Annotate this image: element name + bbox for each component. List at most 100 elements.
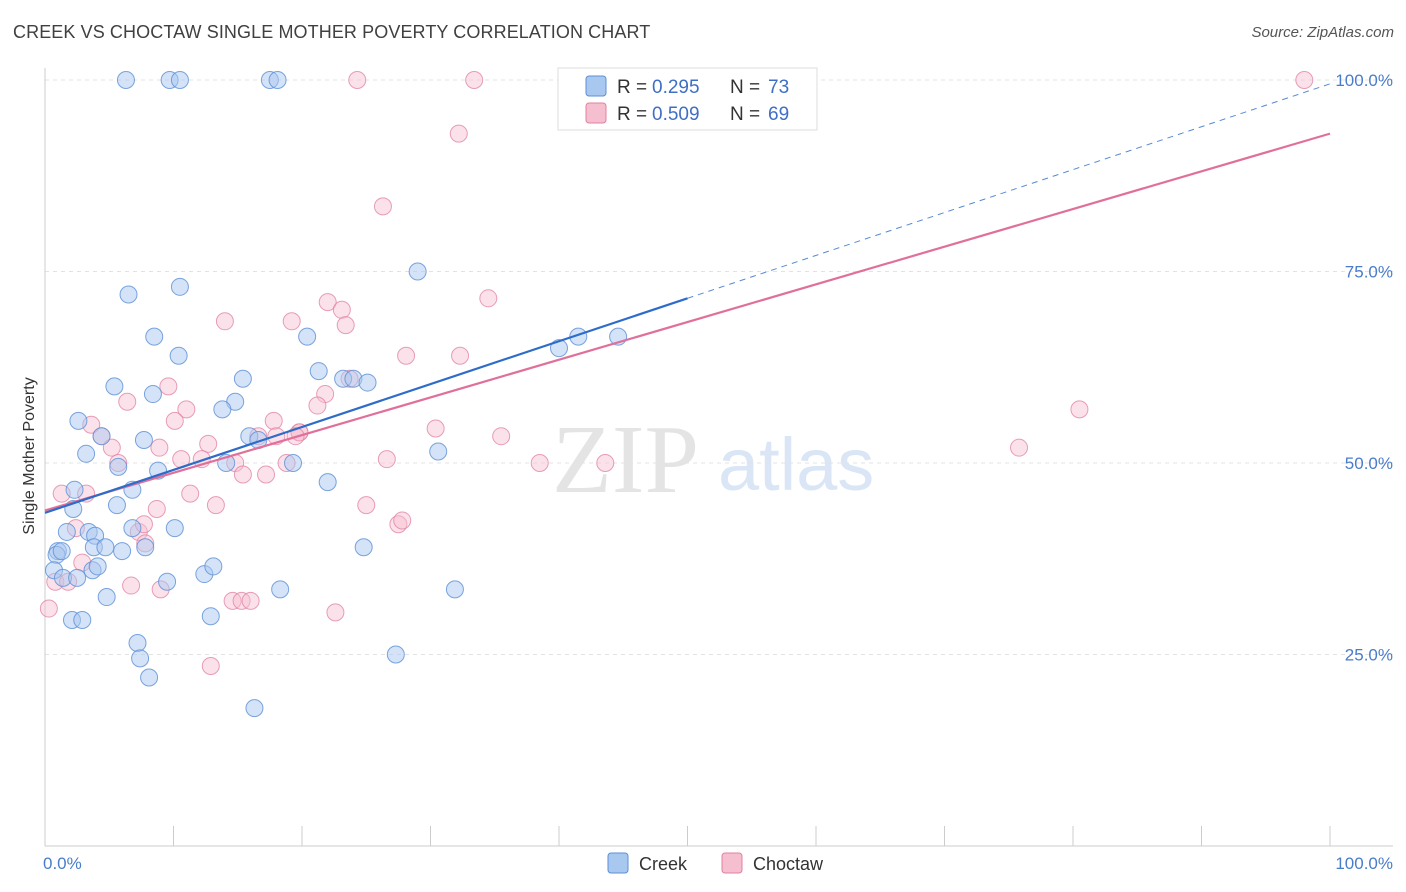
creek-point-18 xyxy=(213,400,232,419)
choctaw-point-41 xyxy=(596,454,615,472)
choctaw-point-66 xyxy=(1070,400,1089,419)
choctaw-point-44 xyxy=(147,499,166,518)
y-tick-label-75: 75.0% xyxy=(1345,263,1393,282)
creek-point-7 xyxy=(119,285,138,304)
legend-choctaw-r-label: R = xyxy=(617,104,647,125)
creek-point-11 xyxy=(550,339,568,358)
choctaw-point-20 xyxy=(165,411,184,430)
choctaw-point-9 xyxy=(215,312,234,331)
choctaw-point-57 xyxy=(122,576,141,595)
choctaw-point-36 xyxy=(233,465,252,484)
creek-point-19 xyxy=(309,362,328,381)
legend-creek-r-label: R = xyxy=(617,77,647,98)
creek-point-6 xyxy=(170,277,189,296)
creek-point-5 xyxy=(408,262,427,281)
creek-point-57 xyxy=(204,557,223,576)
choctaw-point-13 xyxy=(451,346,470,365)
bottom-legend-creek-label: Creek xyxy=(639,854,688,874)
bottom-legend-choctaw-label: Choctaw xyxy=(753,854,824,874)
creek-point-68 xyxy=(386,645,405,664)
stats-legend: R = 0.295 N = 73 R = 0.509 N = 69 xyxy=(557,67,818,131)
choctaw-point-47 xyxy=(357,496,376,515)
choctaw-point-18 xyxy=(118,392,137,411)
trend-lines xyxy=(44,83,1331,514)
creek-point-65 xyxy=(128,634,147,653)
creek-point-48 xyxy=(113,542,132,561)
creek-point-16 xyxy=(233,369,252,388)
legend-choctaw-r-value: 0.509 xyxy=(652,104,700,125)
creek-point-0 xyxy=(116,71,135,89)
creek-point-22 xyxy=(358,373,377,392)
legend-choctaw-n-label: N = xyxy=(730,104,760,125)
creek-point-59 xyxy=(97,588,116,607)
choctaw-point-17 xyxy=(308,396,327,415)
choctaw-point-0 xyxy=(348,71,367,89)
axes xyxy=(44,68,1393,847)
creek-point-31 xyxy=(284,454,303,472)
choctaw-point-64 xyxy=(201,656,220,675)
bottom-legend-choctaw-swatch xyxy=(721,852,743,874)
choctaw-trend-line xyxy=(44,132,1331,512)
chart-title: CREEK VS CHOCTAW SINGLE MOTHER POVERTY C… xyxy=(13,22,651,42)
choctaw-points xyxy=(39,71,1314,675)
choctaw-point-8 xyxy=(332,300,351,319)
choctaw-point-10 xyxy=(282,312,301,331)
y-tick-label-100: 100.0% xyxy=(1335,71,1393,90)
creek-point-25 xyxy=(134,431,153,450)
creek-point-36 xyxy=(107,496,126,515)
choctaw-point-40 xyxy=(530,454,549,472)
choctaw-point-5 xyxy=(373,197,392,216)
choctaw-point-7 xyxy=(479,289,498,308)
choctaw-point-11 xyxy=(336,316,355,335)
creek-trend-extension xyxy=(687,83,1331,299)
choctaw-point-6 xyxy=(318,293,337,312)
choctaw-point-19 xyxy=(177,400,196,419)
creek-point-67 xyxy=(140,668,159,687)
creek-point-10 xyxy=(298,327,317,346)
creek-point-41 xyxy=(123,519,142,538)
creek-point-23 xyxy=(69,411,88,430)
creek-point-38 xyxy=(57,522,76,541)
choctaw-point-12 xyxy=(397,346,416,365)
creek-point-53 xyxy=(68,568,87,587)
creek-point-42 xyxy=(165,519,184,538)
creek-point-15 xyxy=(143,385,162,404)
creek-point-64 xyxy=(201,607,220,626)
watermark-zip: ZIP xyxy=(552,406,699,514)
choctaw-point-14 xyxy=(159,377,178,396)
x-tick-label-min: 0.0% xyxy=(43,854,82,873)
legend-choctaw-n-value: 69 xyxy=(768,104,789,125)
choctaw-point-31 xyxy=(426,419,445,438)
choctaw-point-39 xyxy=(377,450,396,469)
creek-point-55 xyxy=(88,557,107,576)
legend-creek-swatch xyxy=(585,75,607,97)
creek-point-8 xyxy=(145,327,164,346)
creek-point-26 xyxy=(92,427,111,446)
creek-trend-line xyxy=(44,297,688,514)
y-tick-label-50: 50.0% xyxy=(1345,454,1393,473)
creek-point-32 xyxy=(318,473,337,492)
choctaw-point-25 xyxy=(102,438,121,457)
choctaw-point-3 xyxy=(1295,71,1314,89)
creek-point-60 xyxy=(271,580,290,599)
choctaw-point-21 xyxy=(264,411,283,430)
grid-lines xyxy=(45,79,1393,655)
x-tick-label-max: 100.0% xyxy=(1335,854,1393,873)
creek-point-69 xyxy=(245,699,264,718)
choctaw-point-65 xyxy=(1010,438,1029,457)
creek-point-24 xyxy=(77,444,96,463)
watermark-atlas: atlas xyxy=(718,423,874,506)
creek-point-2 xyxy=(170,71,189,89)
choctaw-point-30 xyxy=(492,427,511,446)
creek-point-47 xyxy=(96,538,115,557)
creek-point-50 xyxy=(354,538,373,557)
legend-choctaw-swatch xyxy=(585,102,607,124)
series-legend: Creek Choctaw xyxy=(607,852,824,874)
choctaw-point-62 xyxy=(326,603,345,622)
creek-point-66 xyxy=(131,649,150,668)
creek-point-61 xyxy=(445,580,464,599)
creek-point-49 xyxy=(136,538,155,557)
choctaw-point-4 xyxy=(449,124,468,143)
choctaw-point-61 xyxy=(241,591,260,610)
